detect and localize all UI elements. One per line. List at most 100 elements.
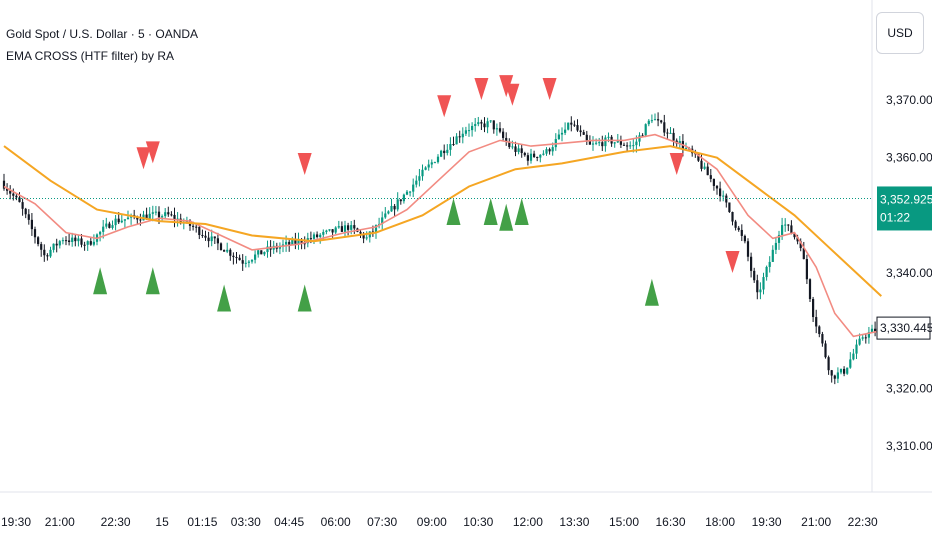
ema_fast-line [3, 133, 882, 338]
candle-body [712, 178, 715, 186]
buy-signal-triangle [145, 267, 160, 295]
candle-body [136, 217, 139, 220]
candle-body [452, 144, 455, 146]
x-tick-label: 22:30 [101, 515, 131, 529]
candle-body [285, 241, 288, 245]
candle-body [24, 208, 27, 215]
x-tick-label: 01:15 [187, 515, 217, 529]
candle-body [278, 246, 281, 249]
candle-body [216, 238, 219, 244]
candle-body [167, 212, 170, 215]
candle-body [46, 255, 49, 257]
ema_slow-line [3, 145, 882, 297]
candle-body [576, 125, 579, 131]
x-tick-label: 19:30 [1, 515, 31, 529]
candle-body [542, 153, 545, 155]
candle-body [728, 202, 731, 213]
candle-body [381, 217, 384, 224]
candle-body [114, 218, 117, 226]
candle-body [148, 213, 151, 219]
candle-body [774, 242, 777, 250]
candle-body [595, 142, 598, 144]
candle-body [722, 195, 725, 197]
candle-body [812, 299, 815, 318]
candle-body [433, 162, 436, 164]
candle-body [650, 120, 653, 122]
candle-body [353, 225, 356, 229]
candle-body [585, 134, 588, 141]
candle-body [12, 193, 15, 196]
candle-body [579, 130, 582, 133]
candle-body [471, 125, 474, 131]
candle-body [836, 372, 839, 379]
candle-body [740, 229, 743, 236]
candle-body [371, 231, 374, 233]
buy-signal-triangle [93, 267, 108, 295]
candle-body [874, 328, 877, 332]
candle-body [170, 214, 173, 216]
candle-body [858, 338, 861, 345]
last-price-badge [876, 316, 931, 340]
candle-body [412, 184, 415, 192]
candle-body [787, 224, 790, 226]
candle-body [294, 239, 297, 244]
sell-signal-triangle [136, 147, 151, 170]
candle-body [492, 120, 495, 130]
candle-body [52, 243, 55, 250]
candle-body [55, 243, 58, 246]
candle-body [424, 167, 427, 170]
candle-body [415, 180, 418, 185]
candle-body [440, 150, 443, 157]
candle-body [9, 190, 12, 194]
candle-body [449, 144, 452, 150]
candle-body [771, 249, 774, 262]
candle-body [461, 133, 464, 138]
candle-body [61, 240, 64, 242]
candle-body [570, 122, 573, 125]
candle-body [867, 332, 870, 338]
buy-signal-triangle [217, 284, 232, 312]
candle-body [86, 241, 89, 245]
candle-body [864, 337, 867, 339]
x-tick-label: 13:30 [559, 515, 589, 529]
y-tick-label: 3,320.000 [886, 381, 932, 395]
x-tick-label: 10:30 [463, 515, 493, 529]
candle-body [647, 120, 650, 125]
candle-body [601, 142, 604, 147]
candle-body [849, 359, 852, 368]
candle-body [539, 154, 542, 158]
candle-body [266, 246, 269, 253]
candle-body [49, 249, 52, 257]
candle-body [58, 241, 61, 246]
candle-body [737, 227, 740, 230]
candle-body [746, 241, 750, 257]
y-tick-label: 3,360.000 [886, 151, 932, 165]
candle-body [263, 252, 266, 255]
candle-body [607, 136, 610, 138]
sell-signal-triangle [669, 152, 684, 175]
candle-body [250, 259, 254, 262]
candle-body [632, 145, 635, 147]
candle-body [15, 195, 18, 198]
indicator-name: EMA CROSS (HTF filter) by RA [6, 49, 175, 63]
candle-body [105, 223, 108, 227]
candle-body [495, 128, 498, 130]
candle-body [229, 249, 232, 256]
candle-body [613, 142, 616, 144]
candle-body [781, 225, 784, 235]
candle-body [629, 145, 632, 147]
candle-body [300, 239, 303, 244]
currency-button[interactable]: USD [876, 12, 924, 54]
candle-body [235, 257, 238, 259]
candle-body [644, 124, 647, 136]
candle-body [288, 241, 291, 245]
candle-body [514, 146, 517, 152]
candle-body [638, 135, 641, 142]
candle-body [80, 238, 83, 245]
candle-body [526, 155, 529, 161]
candle-body [2, 180, 6, 189]
candle-body [213, 236, 216, 239]
candle-body [762, 277, 765, 290]
candle-body [126, 217, 130, 220]
